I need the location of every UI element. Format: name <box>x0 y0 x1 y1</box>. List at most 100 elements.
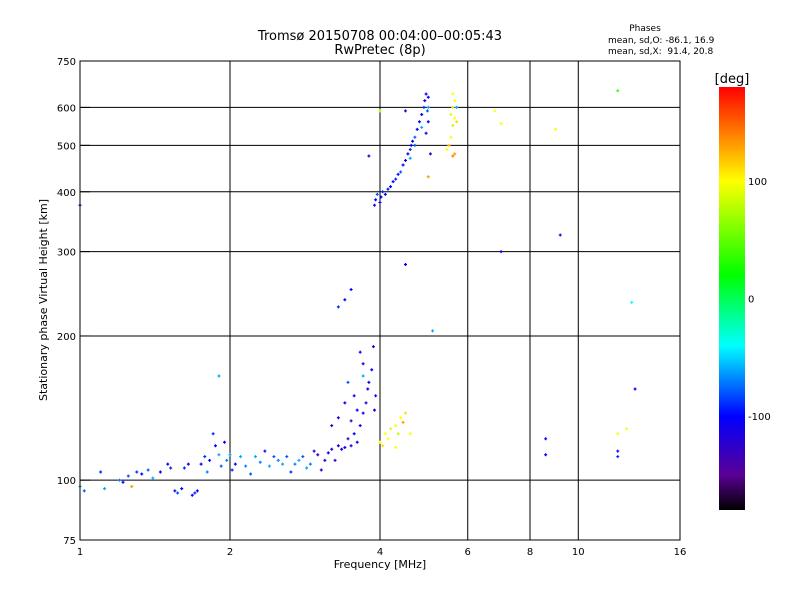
data-point <box>553 127 557 131</box>
data-point <box>281 462 285 466</box>
data-point <box>403 109 407 113</box>
data-point <box>625 427 629 431</box>
data-point <box>396 432 400 436</box>
data-point <box>401 420 405 424</box>
data-point <box>249 472 253 476</box>
data-point <box>330 447 334 451</box>
data-point <box>151 476 155 480</box>
data-point <box>180 487 184 491</box>
data-point <box>176 491 180 495</box>
data-point <box>135 470 139 474</box>
data-point <box>616 432 620 436</box>
data-point <box>386 187 390 191</box>
data-point <box>219 464 223 468</box>
data-point <box>258 460 262 464</box>
data-point <box>233 462 237 466</box>
data-point <box>378 109 382 113</box>
data-point <box>166 462 170 466</box>
data-point <box>420 112 424 116</box>
data-point <box>413 143 417 147</box>
data-point <box>422 105 426 109</box>
data-point <box>424 92 428 96</box>
data-point <box>449 112 453 116</box>
x-tick-label: 2 <box>227 547 233 558</box>
data-point <box>544 437 548 441</box>
data-point <box>366 387 370 391</box>
data-point <box>447 143 451 147</box>
data-point <box>391 180 395 184</box>
data-point <box>394 445 398 449</box>
data-point <box>193 491 197 495</box>
data-point <box>208 458 212 462</box>
x-tick-label: 16 <box>674 547 687 558</box>
data-point <box>267 464 271 468</box>
data-point <box>453 99 457 103</box>
data-point <box>455 105 459 109</box>
data-point <box>336 305 340 309</box>
data-point <box>99 470 103 474</box>
data-point <box>493 109 497 113</box>
colorbar-tick-label: 0 <box>748 295 754 306</box>
y-tick-label: 750 <box>57 57 76 68</box>
data-point <box>373 203 377 207</box>
data-point <box>323 458 327 462</box>
data-point <box>616 89 620 93</box>
data-point <box>312 449 316 453</box>
x-tick-label: 10 <box>572 547 585 558</box>
data-point <box>411 139 415 143</box>
data-point <box>378 200 382 204</box>
data-point <box>455 120 459 124</box>
data-point <box>451 105 455 109</box>
data-point <box>244 464 248 468</box>
data-point <box>158 470 162 474</box>
colorbar-ticks: 100 0 -100 <box>748 177 771 423</box>
chart-subtitle: RwPretec (8p) <box>334 43 425 58</box>
data-point <box>394 177 398 181</box>
data-point <box>349 419 353 423</box>
data-point <box>199 462 203 466</box>
data-point <box>408 148 412 152</box>
data-point <box>190 493 194 497</box>
data-point <box>223 440 227 444</box>
data-point <box>305 466 309 470</box>
data-point <box>333 458 337 462</box>
data-point <box>340 447 344 451</box>
data-points <box>78 89 637 497</box>
data-point <box>358 350 362 354</box>
x-tick-label: 1 <box>77 547 83 558</box>
data-point <box>403 411 407 415</box>
data-point <box>389 185 393 189</box>
data-point <box>285 455 289 459</box>
data-point <box>425 109 429 113</box>
data-point <box>225 458 229 462</box>
data-point <box>343 445 347 449</box>
data-point <box>186 462 190 466</box>
data-point <box>399 416 403 420</box>
data-point <box>396 172 400 176</box>
data-point <box>352 432 356 436</box>
data-point <box>409 143 413 147</box>
data-point <box>420 125 424 129</box>
data-point <box>140 472 144 476</box>
data-point <box>343 298 347 302</box>
data-point <box>426 105 430 109</box>
data-point <box>453 152 457 156</box>
data-point <box>374 198 378 202</box>
data-point <box>346 380 350 384</box>
colorbar-label: [deg] <box>715 72 750 87</box>
data-point <box>336 444 340 448</box>
data-point <box>349 444 353 448</box>
data-point <box>126 474 130 478</box>
data-point <box>403 158 407 162</box>
data-point <box>408 156 412 160</box>
y-axis-ticks: 75 100 200 300 400 500 600 750 <box>57 57 90 547</box>
data-point <box>146 468 150 472</box>
y-tick-label: 75 <box>63 536 76 547</box>
data-point <box>374 394 378 398</box>
y-tick-label: 400 <box>57 188 76 199</box>
data-point <box>361 362 365 366</box>
data-point <box>301 455 305 459</box>
colorbar-tick-label: -100 <box>748 412 771 423</box>
data-point <box>319 468 323 472</box>
